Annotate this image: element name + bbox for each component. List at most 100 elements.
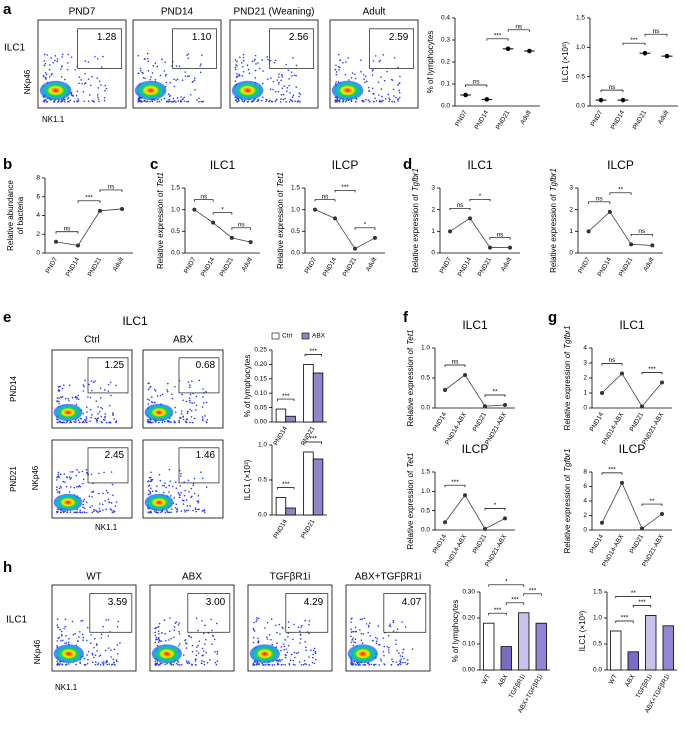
sig-bracket [55, 231, 79, 234]
event-dot [314, 658, 317, 661]
event-dot [351, 639, 353, 641]
event-dot [84, 72, 86, 75]
event-dot [335, 64, 337, 67]
x-tick-label: ABX [624, 673, 637, 688]
event-dot [236, 60, 238, 63]
event-dot [107, 390, 110, 392]
event-dot [79, 661, 81, 663]
event-dot [156, 511, 158, 514]
event-dot [189, 408, 191, 411]
sig-label: ** [631, 590, 637, 597]
event-dot [271, 101, 274, 103]
event-dot [175, 621, 178, 623]
event-dot [78, 76, 81, 78]
y-axis-label-text: ILC1 (×10³) [243, 459, 252, 500]
event-dot [74, 68, 77, 71]
event-dot [74, 396, 77, 399]
x-tick-label: PND21 [342, 256, 359, 278]
event-dot [113, 661, 115, 664]
event-dot [351, 630, 353, 633]
event-dot [284, 97, 286, 100]
event-dot [56, 58, 59, 60]
event-dot [284, 664, 287, 666]
bar [285, 415, 296, 423]
event-dot [70, 486, 72, 488]
event-dot [392, 88, 395, 90]
event-dot [354, 663, 357, 665]
event-dot [248, 72, 251, 75]
event-dot [62, 511, 65, 514]
event-dot [361, 618, 363, 620]
event-dot [70, 477, 73, 479]
event-dot [350, 628, 352, 631]
y-tick-label: 0 [583, 405, 587, 412]
event-dot [65, 634, 67, 637]
event-dot [150, 76, 152, 78]
event-dot [284, 638, 287, 641]
event-dot [97, 662, 100, 664]
trend-line [444, 374, 506, 407]
event-dot [159, 640, 161, 642]
sig-label: ** [492, 389, 498, 396]
event-dot [176, 97, 179, 99]
event-dot [150, 510, 152, 513]
gate-value: 0.68 [196, 360, 216, 371]
event-dot [116, 660, 118, 663]
event-dot [372, 60, 375, 62]
event-dot [314, 651, 317, 653]
event-dot [354, 638, 357, 641]
event-dot [269, 59, 272, 62]
event-dot [91, 414, 93, 416]
event-dot [79, 485, 82, 488]
event-dot [160, 511, 162, 514]
event-dot [185, 400, 187, 403]
event-dot [43, 75, 45, 78]
event-dot [187, 660, 190, 663]
event-dot [82, 384, 85, 386]
event-dot [73, 511, 75, 514]
event-dot [68, 491, 71, 493]
event-dot [282, 663, 284, 666]
event-dot [193, 79, 196, 82]
event-dot [187, 381, 190, 383]
event-dot [381, 100, 383, 103]
event-dot [257, 663, 260, 665]
x-tick-label: Adult [112, 256, 126, 272]
event-dot [101, 503, 104, 506]
event-dot [43, 60, 46, 62]
y-axis-label: % of lymphocytes [243, 355, 252, 418]
event-dot [142, 76, 145, 79]
event-dot [82, 636, 85, 639]
event-dot [216, 660, 219, 662]
event-dot [379, 658, 382, 660]
event-dot [281, 87, 284, 90]
event-dot [79, 509, 82, 512]
event-dot [148, 399, 151, 401]
event-dot [191, 650, 194, 653]
event-dot [106, 491, 109, 494]
event-dot [201, 477, 204, 480]
event-dot [375, 100, 378, 102]
event-dot [85, 417, 88, 420]
event-dot [139, 67, 142, 70]
event-dot [363, 617, 366, 620]
event-dot [191, 402, 193, 404]
event-dot [184, 639, 186, 642]
event-dot [112, 412, 114, 414]
y-tick-label: 0 [431, 250, 435, 257]
event-dot [254, 77, 257, 79]
flow-title: ABX+TGFβR1i [355, 572, 422, 583]
event-dot [168, 491, 170, 493]
event-dot [151, 401, 154, 404]
event-dot [170, 663, 172, 665]
y-tick-label: 0.00 [462, 667, 475, 674]
event-dot [404, 626, 407, 628]
x-tick-label: Adult [240, 256, 254, 272]
event-dot [201, 416, 204, 418]
panel-title: ILC1 [122, 314, 148, 328]
event-dot [253, 621, 255, 624]
gene-name: Tgfbr1 [563, 449, 572, 472]
event-dot [215, 663, 218, 666]
event-dot [236, 73, 238, 75]
event-dot [101, 407, 104, 410]
